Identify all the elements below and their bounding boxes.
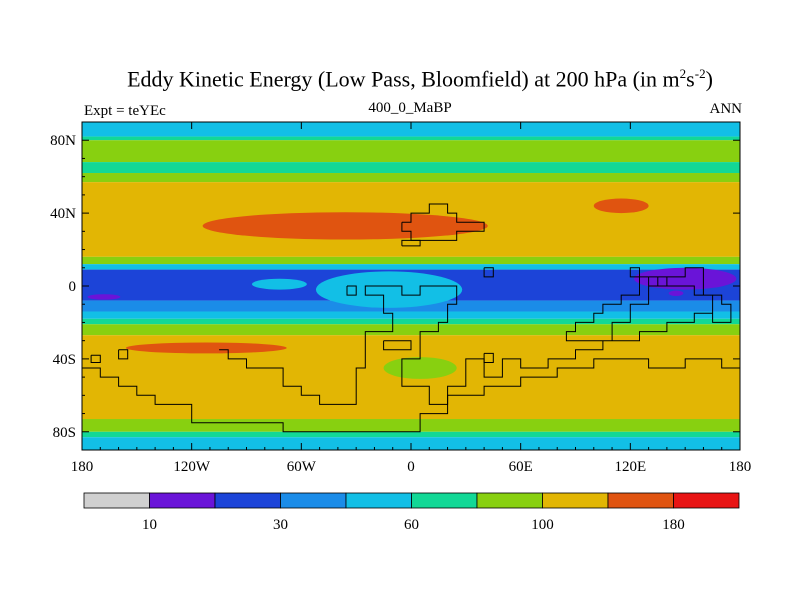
- contour-band-3: [82, 162, 740, 174]
- coastline-6: [82, 358, 740, 433]
- colorbar-swatch-9: [673, 492, 740, 509]
- colorbar-swatch-1: [149, 492, 216, 509]
- y-tick-label-0: 80N: [50, 133, 76, 149]
- y-tick-label-4: 80S: [53, 425, 76, 441]
- colorbar-swatch-3: [280, 492, 347, 509]
- coastline-0: [219, 267, 732, 405]
- contour-fill: [82, 122, 740, 450]
- colorbar-swatch-4: [345, 492, 412, 509]
- colorbar-swatch-7: [542, 492, 609, 509]
- colorbar-label-3: 100: [531, 517, 554, 533]
- contour-blob-0: [202, 212, 488, 240]
- colorbar-swatch-8: [607, 492, 674, 509]
- chart-title: Eddy Kinetic Energy (Low Pass, Bloomfiel…: [0, 66, 800, 92]
- contour-blob-7: [383, 357, 457, 379]
- y-tick-label-2: 0: [69, 279, 77, 295]
- title-mid: s: [686, 66, 695, 92]
- x-tick-label-6: 180: [729, 459, 752, 475]
- title-main: Eddy Kinetic Energy (Low Pass, Bloomfiel…: [127, 66, 680, 92]
- y-tick-label-1: 40N: [50, 206, 76, 222]
- x-tick-label-0: 180: [71, 459, 94, 475]
- colorbar-swatch-0: [83, 492, 150, 509]
- coastline-5: [383, 340, 412, 351]
- x-tick-label-2: 60W: [287, 459, 317, 475]
- contour-blob-3: [87, 294, 121, 300]
- subtitle-right: ANN: [709, 101, 743, 117]
- contour-band-4: [82, 173, 740, 183]
- contour-blob-1: [593, 198, 649, 214]
- x-tick-label-3: 0: [407, 459, 415, 475]
- x-tick-label-1: 120W: [173, 459, 211, 475]
- contour-band-2: [82, 140, 740, 163]
- contour-band-14: [82, 419, 740, 432]
- contour-band-15: [82, 431, 740, 438]
- colorbar-swatch-6: [476, 492, 543, 509]
- coastline-4: [483, 267, 494, 278]
- subtitle-left: Expt = teYEc: [84, 103, 166, 119]
- x-tick-label-4: 60E: [509, 459, 533, 475]
- colorbar: 10 30 60 100 180: [83, 492, 740, 533]
- colorbar-label-0: 10: [142, 517, 157, 533]
- contour-band-10: [82, 311, 740, 319]
- contour-band-7: [82, 264, 740, 270]
- contour-band-6: [82, 256, 740, 265]
- x-tick-label-5: 120E: [614, 459, 646, 475]
- contour-band-1: [82, 136, 740, 141]
- coastline-1: [346, 285, 357, 296]
- y-tick-label-3: 40S: [53, 352, 76, 368]
- contour-blob-9: [251, 278, 307, 290]
- contour-blob-6: [633, 267, 737, 290]
- contour-blob-2: [125, 342, 287, 354]
- title-superscript-1: 2: [679, 66, 687, 81]
- colorbar-swatch-5: [411, 492, 478, 509]
- contour-blob-8: [315, 271, 463, 308]
- colorbar-label-1: 30: [273, 517, 288, 533]
- coastline-7: [118, 349, 129, 360]
- contour-band-11: [82, 318, 740, 325]
- contour-band-0: [82, 122, 740, 137]
- colorbar-label-2: 60: [404, 517, 419, 533]
- colorbar-label-4: 180: [662, 517, 685, 533]
- axis-ticks: 180 120W 60W 0 60E 120E 180 80N 40N 0 40S 80S: [50, 122, 751, 475]
- coastline-8: [90, 354, 101, 363]
- contour-band-12: [82, 324, 740, 336]
- coastline-9: [483, 352, 494, 363]
- title-superscript-2: -2: [694, 66, 706, 81]
- colorbar-swatch-2: [214, 492, 281, 509]
- coastlines: [82, 203, 740, 433]
- title-end: ): [705, 66, 713, 92]
- contour-blob-4: [668, 290, 684, 297]
- coastline-2: [401, 203, 485, 241]
- subtitle-center: 400_0_MaBP: [368, 100, 452, 116]
- coastline-3: [401, 239, 421, 247]
